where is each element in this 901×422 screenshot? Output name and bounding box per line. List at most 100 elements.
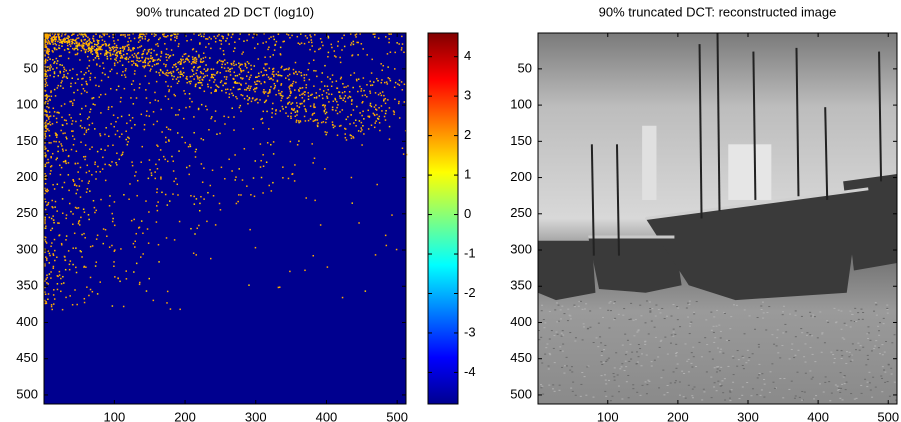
colorbar-tick-label: -2 — [464, 285, 476, 300]
image-pixel — [93, 49, 96, 51]
image-pixel — [373, 106, 376, 108]
image-pixel — [201, 181, 204, 183]
image-pixel — [135, 232, 138, 235]
image-pixel — [175, 114, 177, 116]
image-pixel — [71, 77, 74, 79]
image-pixel — [62, 38, 65, 40]
image-pixel — [50, 66, 52, 68]
image-pixel — [44, 70, 47, 73]
image-pixel — [842, 376, 845, 378]
image-pixel — [62, 76, 64, 79]
image-pixel — [336, 100, 338, 103]
image-pixel — [702, 388, 705, 390]
image-pixel — [102, 242, 105, 245]
image-pixel — [886, 381, 889, 383]
image-pixel — [94, 265, 97, 267]
image-pixel — [398, 43, 400, 45]
image-pixel — [81, 78, 83, 80]
image-pixel — [571, 390, 574, 392]
colorbar-tick-label: 2 — [464, 127, 471, 142]
image-pixel — [542, 319, 545, 321]
image-pixel — [605, 360, 608, 362]
image-pixel — [693, 313, 696, 315]
image-pixel — [174, 95, 177, 97]
image-pixel — [334, 97, 336, 100]
image-pixel — [252, 36, 254, 39]
image-pixel — [142, 52, 145, 55]
image-pixel — [824, 376, 827, 378]
image-pixel — [207, 85, 209, 88]
image-pixel — [156, 59, 159, 61]
image-pixel — [354, 34, 357, 36]
image-pixel — [70, 117, 72, 119]
image-pixel — [56, 210, 58, 212]
image-pixel — [830, 392, 833, 394]
image-pixel — [51, 41, 54, 43]
image-pixel — [44, 133, 46, 135]
image-pixel — [612, 373, 615, 375]
image-pixel — [276, 79, 279, 82]
image-pixel — [657, 309, 660, 311]
image-pixel — [127, 58, 130, 60]
image-pixel — [884, 371, 887, 373]
image-pixel — [49, 165, 52, 168]
image-pixel — [48, 129, 50, 132]
image-pixel — [320, 121, 323, 124]
image-pixel — [49, 121, 51, 123]
image-pixel — [337, 40, 339, 43]
image-pixel — [84, 33, 86, 35]
image-pixel — [121, 64, 124, 66]
image-pixel — [557, 320, 560, 322]
image-pixel — [378, 107, 380, 109]
image-pixel — [794, 354, 797, 356]
image-pixel — [227, 70, 230, 72]
image-pixel — [389, 51, 392, 53]
image-pixel — [327, 55, 329, 58]
image-pixel — [227, 67, 229, 69]
image-pixel — [609, 301, 612, 303]
image-pixel — [126, 143, 129, 146]
image-pixel — [279, 74, 281, 77]
image-pixel — [219, 71, 222, 74]
image-pixel — [861, 318, 864, 320]
image-pixel — [344, 133, 346, 135]
image-pixel — [674, 382, 677, 384]
image-pixel — [272, 54, 274, 56]
image-pixel — [666, 392, 669, 394]
image-pixel — [176, 37, 178, 39]
image-pixel — [210, 73, 213, 76]
image-pixel — [53, 238, 56, 241]
image-pixel — [78, 42, 80, 45]
image-pixel — [374, 254, 377, 256]
image-pixel — [319, 224, 322, 226]
image-pixel — [123, 48, 125, 51]
image-pixel — [771, 334, 774, 336]
image-pixel — [218, 59, 221, 62]
image-pixel — [115, 44, 118, 47]
image-pixel — [203, 35, 205, 38]
image-pixel — [215, 89, 217, 91]
image-pixel — [312, 59, 315, 61]
image-pixel — [130, 40, 132, 42]
image-pixel — [179, 70, 182, 73]
image-pixel — [161, 131, 163, 133]
image-pixel — [207, 68, 209, 70]
image-pixel — [401, 43, 404, 45]
image-pixel — [168, 139, 170, 141]
image-pixel — [99, 47, 101, 49]
image-pixel — [88, 124, 91, 126]
image-pixel — [141, 145, 144, 148]
image-pixel — [95, 52, 98, 54]
image-pixel — [640, 365, 643, 367]
image-pixel — [60, 277, 62, 280]
image-pixel — [103, 40, 106, 43]
image-pixel — [57, 40, 59, 43]
image-pixel — [650, 365, 653, 367]
image-pixel — [114, 133, 117, 136]
image-pixel — [222, 84, 224, 87]
image-pixel — [246, 67, 248, 69]
image-pixel — [729, 328, 732, 330]
image-pixel — [111, 106, 113, 108]
image-pixel — [644, 341, 647, 343]
image-pixel — [776, 329, 779, 331]
